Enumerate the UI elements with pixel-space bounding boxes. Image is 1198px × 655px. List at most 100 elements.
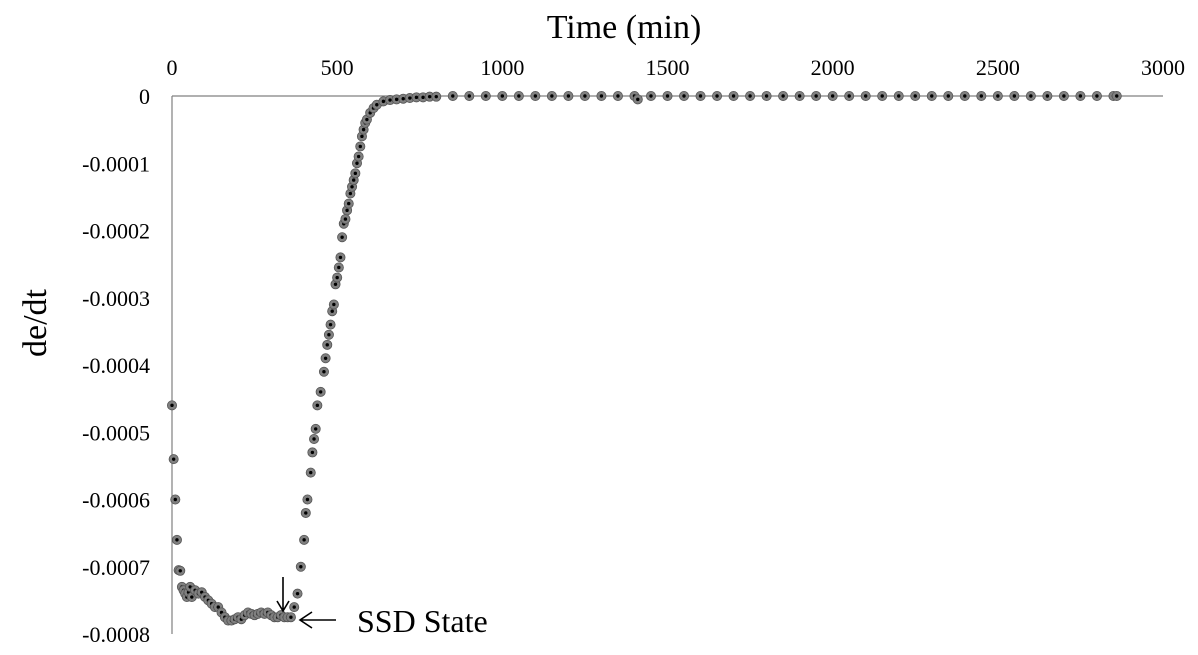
data-point [337,232,348,243]
y-tick-label: -0.0008 [82,622,150,647]
data-point [926,91,937,102]
data-point [312,400,323,411]
data-point [307,447,318,458]
data-point [1111,91,1122,102]
ssd-state-annotation: SSD State [276,577,488,639]
data-point [322,339,333,350]
y-tick-labels: 0 -0.0001 -0.0002 -0.0003 -0.0004 -0.0005 -0.0… [82,84,150,647]
data-point [530,91,541,102]
ssd-state-label: SSD State [357,603,488,639]
data-point [860,91,871,102]
data-point [877,91,888,102]
x-axis-title: Time (min) [547,9,702,46]
y-tick-label: -0.0004 [82,353,150,378]
data-point [171,534,182,545]
x-tick-label: 1000 [480,55,524,80]
data-point [168,454,179,465]
y-tick-label: 0 [139,84,150,109]
data-point [893,91,904,102]
data-point [285,612,296,623]
x-tick-label: 500 [321,55,354,80]
data-point [992,91,1003,102]
data-point [350,168,361,179]
data-point [305,467,316,478]
data-point [943,91,954,102]
data-point [579,91,590,102]
data-point [1009,91,1020,102]
y-tick-label: -0.0006 [82,488,150,513]
data-point [289,602,300,613]
data-point [353,151,364,162]
data-point [645,91,656,102]
y-tick-label: -0.0002 [82,219,150,244]
data-point [333,262,344,273]
data-point [309,433,320,444]
data-point [596,91,607,102]
data-point [1042,91,1053,102]
data-point [1058,91,1069,102]
data-point [166,400,177,411]
data-point [827,91,838,102]
y-axis-title: de/dt [17,288,54,357]
left-arrow-icon [298,611,336,629]
data-point [976,91,987,102]
data-point [447,91,458,102]
data-point [513,91,524,102]
x-tick-label: 0 [167,55,178,80]
data-point [1091,91,1102,102]
data-point [695,91,706,102]
data-point [632,94,643,105]
data-point [328,299,339,310]
data-point [959,91,970,102]
data-point [497,91,508,102]
data-point [1025,91,1036,102]
down-arrow-icon [276,577,290,613]
data-point [464,91,475,102]
data-point [299,534,310,545]
data-point [612,91,623,102]
data-point [761,91,772,102]
x-tick-label: 2500 [976,55,1020,80]
data-point [355,141,366,152]
data-point [175,565,186,576]
data-point [323,329,334,340]
data-point [335,252,346,263]
data-point [340,214,351,225]
data-point [1075,91,1086,102]
data-point [563,91,574,102]
x-tick-label: 2000 [811,55,855,80]
data-point [712,91,723,102]
x-tick-label: 1500 [646,55,690,80]
y-tick-label: -0.0007 [82,555,150,580]
data-point [794,91,805,102]
data-point [546,91,557,102]
data-point [170,494,181,505]
y-tick-label: -0.0005 [82,420,150,445]
data-point [295,561,306,572]
data-point [332,272,343,283]
data-point [320,353,331,364]
data-point [343,198,354,209]
data-point [811,91,822,102]
data-point [679,91,690,102]
x-tick-labels: 0 500 1000 1500 2000 2500 3000 [167,55,1186,80]
data-point [480,91,491,102]
data-point [844,91,855,102]
data-points [166,91,1122,626]
data-point [325,319,336,330]
data-point [292,588,303,599]
data-point [302,494,313,505]
data-point [310,423,321,434]
data-point [662,91,673,102]
y-tick-label: -0.0003 [82,286,150,311]
data-point [745,91,756,102]
x-tick-label: 3000 [1141,55,1185,80]
data-point [318,366,329,377]
data-point [300,507,311,518]
data-point [728,91,739,102]
y-tick-label: -0.0001 [82,151,150,176]
data-point [778,91,789,102]
data-point [910,91,921,102]
data-point [315,386,326,397]
